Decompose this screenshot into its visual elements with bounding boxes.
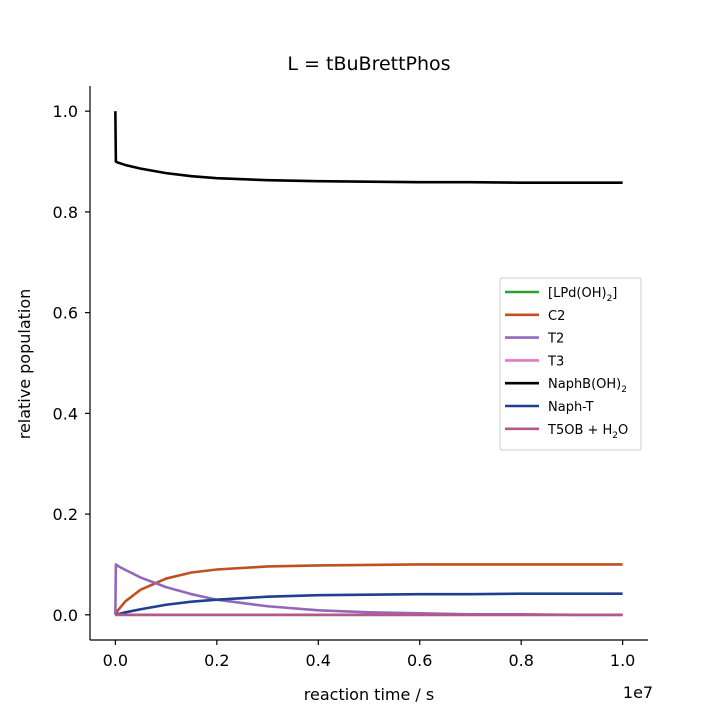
- x-tick-label: 0.2: [204, 651, 229, 670]
- y-tick-label: 0.8: [53, 203, 78, 222]
- legend-label: T2: [547, 332, 564, 347]
- legend-label: C2: [548, 309, 565, 324]
- x-tick-label: 0.6: [407, 651, 432, 670]
- x-axis-ticks: 0.0 0.2 0.4 0.6 0.8 1.0: [103, 640, 635, 670]
- chart-title: L = tBuBrettPhos: [287, 53, 450, 75]
- x-tick-label: 0.0: [103, 651, 128, 670]
- series-line: [114, 563, 623, 616]
- legend-label: [LPd(OH)2]: [548, 286, 617, 304]
- plot-area: [114, 111, 623, 617]
- y-tick-label: 0.0: [53, 606, 78, 625]
- x-tick-label: 1.0: [610, 651, 635, 670]
- legend-label: T5OB + H2O: [547, 423, 628, 441]
- y-tick-label: 0.4: [53, 404, 78, 423]
- x-tick-label: 0.4: [306, 651, 331, 670]
- y-tick-label: 1.0: [53, 102, 78, 121]
- y-tick-label: 0.2: [53, 505, 78, 524]
- x-tick-label: 0.8: [508, 651, 533, 670]
- y-axis-ticks: 0.0 0.2 0.4 0.6 0.8 1.0: [53, 102, 90, 625]
- x-axis-label: reaction time / s: [304, 685, 434, 704]
- legend-label: Naph-T: [548, 400, 594, 415]
- legend-label: T3: [547, 354, 564, 369]
- y-axis-label: relative population: [15, 289, 34, 440]
- legend-label: NaphB(OH)2: [548, 377, 627, 395]
- legend: [LPd(OH)2] C2 T2 T3 NaphB(OH)2 Naph-T T5OB + H…: [499, 277, 642, 451]
- series-line: [114, 592, 623, 617]
- y-tick-label: 0.6: [53, 304, 78, 323]
- x-axis-offset-label: 1e7: [623, 683, 653, 702]
- series-line: [114, 111, 623, 184]
